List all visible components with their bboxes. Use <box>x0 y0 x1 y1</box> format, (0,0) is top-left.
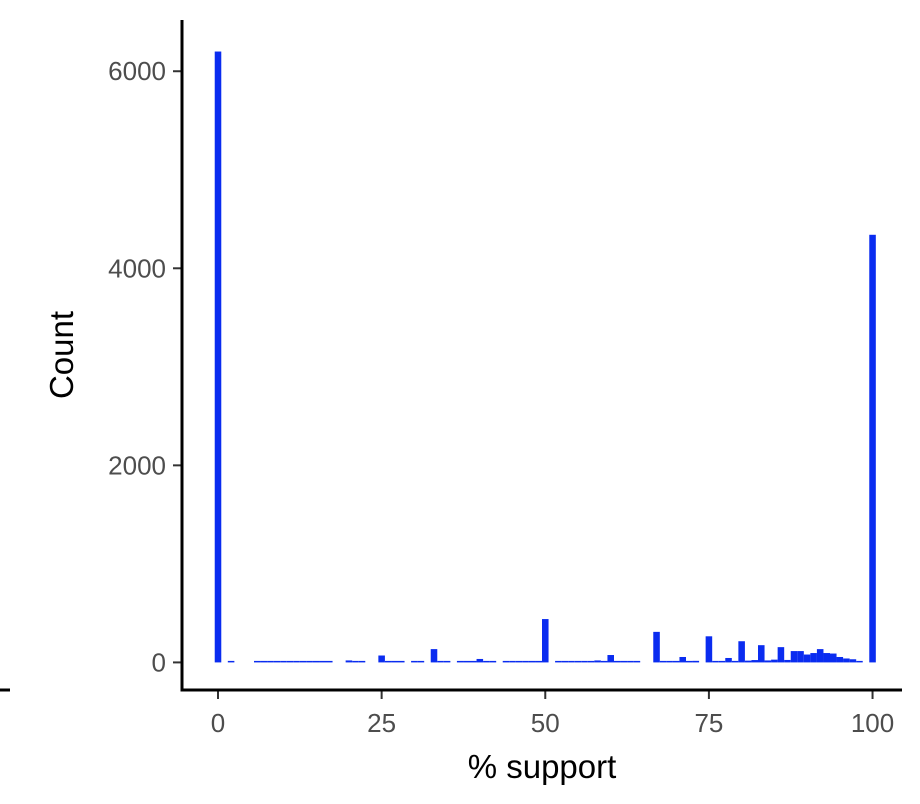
x-tick-label: 75 <box>694 708 723 738</box>
histogram-bar <box>725 657 732 663</box>
y-tick-label: 0 <box>152 647 166 677</box>
histogram-bar <box>430 649 438 663</box>
histogram-bar <box>515 660 523 663</box>
histogram-bar <box>391 660 398 663</box>
histogram-bar <box>771 659 778 663</box>
histogram-bar <box>607 655 614 663</box>
histogram-bar <box>764 660 772 663</box>
histogram-bar <box>286 660 294 663</box>
histogram-bar <box>378 655 385 663</box>
histogram-bar <box>823 653 830 663</box>
histogram-bar <box>299 660 307 663</box>
histogram-bar <box>718 660 726 663</box>
histogram-bar <box>214 51 222 663</box>
histogram-bar <box>280 660 287 663</box>
histogram-bar <box>738 641 745 663</box>
histogram-bar <box>758 645 765 663</box>
histogram-bar <box>803 654 811 663</box>
histogram-bar <box>502 660 510 663</box>
histogram-bar <box>600 660 608 663</box>
histogram-bar <box>489 660 497 663</box>
histogram-bar <box>358 660 366 663</box>
histogram-bar <box>816 649 824 663</box>
histogram-bar <box>528 660 536 663</box>
x-tick-label: 25 <box>367 708 396 738</box>
histogram-bar <box>620 660 628 663</box>
histogram-bars <box>214 51 876 663</box>
histogram-bar <box>417 660 425 663</box>
histogram-bar <box>306 660 313 663</box>
y-tick-label: 6000 <box>108 56 166 86</box>
histogram-bar <box>476 658 484 663</box>
histogram-bar <box>574 660 582 663</box>
histogram-bar <box>653 631 660 663</box>
histogram-bar <box>273 660 281 663</box>
histogram-bar <box>744 660 752 663</box>
histogram-bar <box>260 660 268 663</box>
x-axis-title: % support <box>468 748 617 785</box>
x-axis-ticks: 0 25 50 75 100 <box>211 690 894 738</box>
histogram-bar <box>384 660 392 663</box>
histogram-bar <box>345 660 353 663</box>
histogram-bar <box>443 660 451 663</box>
histogram-bar <box>705 636 713 663</box>
histogram-bar <box>692 660 700 663</box>
histogram-bar <box>731 660 739 663</box>
histogram-bar <box>483 660 490 663</box>
x-tick-label: 50 <box>531 708 560 738</box>
histogram-bar <box>542 619 549 663</box>
histogram-bar <box>587 660 595 663</box>
histogram-bar <box>666 660 673 663</box>
histogram-bar <box>777 647 785 663</box>
histogram-bar <box>561 660 569 663</box>
histogram-bar <box>522 660 529 663</box>
histogram-bar <box>849 659 857 663</box>
histogram-bar <box>594 660 601 663</box>
histogram-bar <box>712 660 719 663</box>
histogram-bar <box>463 660 470 663</box>
x-tick-label: 100 <box>851 708 894 738</box>
y-axis-title: Count <box>43 311 80 399</box>
histogram-bar <box>437 660 444 663</box>
histogram-bar <box>830 653 837 663</box>
histogram-bar <box>784 659 791 663</box>
histogram-bar <box>267 660 274 663</box>
histogram-bar <box>679 656 686 663</box>
histogram-bar <box>555 660 562 663</box>
histogram-bar <box>293 660 300 663</box>
histogram-bar <box>843 658 850 663</box>
histogram-bar <box>398 660 405 663</box>
histogram-bar <box>509 660 516 663</box>
histogram-bar <box>869 234 876 663</box>
histogram-bar <box>456 660 464 663</box>
histogram-bar <box>659 660 667 663</box>
histogram-bar <box>633 660 641 663</box>
histogram-bar <box>568 660 575 663</box>
y-tick-label: 4000 <box>108 253 166 283</box>
histogram-bar <box>326 660 333 663</box>
y-tick-label: 2000 <box>108 450 166 480</box>
histogram-bar <box>411 660 418 663</box>
histogram-bar <box>352 660 359 663</box>
histogram-bar <box>686 660 693 663</box>
histogram-bar <box>581 660 588 663</box>
histogram-bar <box>790 651 798 663</box>
histogram-bar <box>672 660 680 663</box>
histogram-bar <box>797 651 804 663</box>
histogram-bar <box>836 656 844 663</box>
histogram-bar <box>614 660 621 663</box>
histogram-bar <box>312 660 320 663</box>
histogram-bar <box>254 660 261 663</box>
x-tick-label: 0 <box>211 708 225 738</box>
histogram-bar <box>751 660 758 663</box>
histogram-bar <box>535 660 542 663</box>
histogram-bar <box>856 660 863 663</box>
histogram-bar <box>470 660 477 663</box>
histogram-bar <box>319 660 326 663</box>
histogram-bar <box>627 660 634 663</box>
histogram-bar <box>227 660 235 663</box>
histogram-bar <box>810 653 817 663</box>
y-axis-ticks: 0 2000 4000 6000 <box>108 56 182 677</box>
